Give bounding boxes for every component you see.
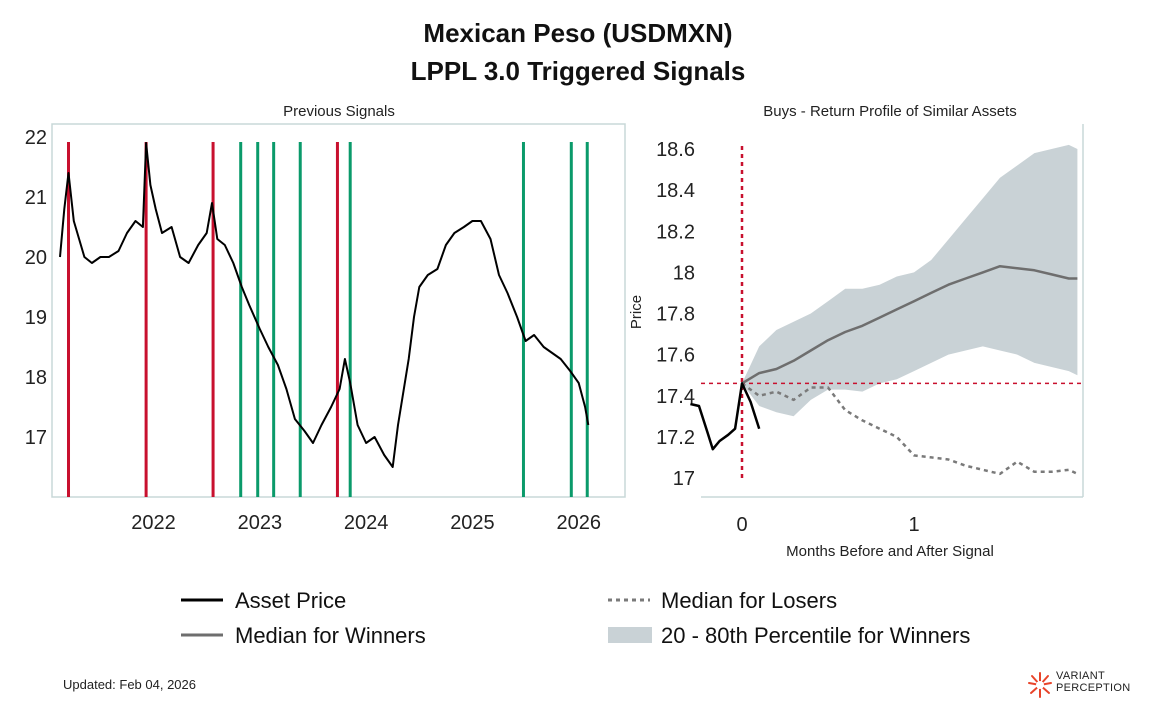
legend: Asset Price Median for Losers Median for… [181, 588, 970, 648]
right-x-axis-label: Months Before and After Signal [786, 543, 994, 560]
left-x-tick-label: 2022 [131, 512, 176, 534]
right-y-axis-label: Price [628, 295, 645, 329]
right-x-tick-label: 1 [908, 514, 919, 536]
right-series [690, 264, 1078, 476]
legend-label-band: 20 - 80th Percentile for Winners [661, 623, 970, 648]
left-y-tick-label: 22 [25, 127, 47, 149]
left-y-axis: 17 18 19 20 21 22 [25, 127, 47, 449]
median-losers-line [741, 382, 1078, 476]
left-y-tick-label: 17 [25, 427, 47, 449]
chart-title-line2: LPPL 3.0 Triggered Signals [410, 56, 746, 86]
left-signal-lines [67, 142, 589, 497]
legend-label-asset-price: Asset Price [235, 588, 346, 613]
legend-label-winners: Median for Winners [235, 623, 426, 648]
legend-label-losers: Median for Losers [661, 588, 837, 613]
updated-date: Updated: Feb 04, 2026 [63, 677, 196, 692]
left-x-tick-label: 2025 [450, 512, 495, 534]
right-y-tick-label: 17.8 [656, 304, 695, 326]
brand-line1: VARIANT [1056, 670, 1105, 682]
asset-price-line [690, 382, 761, 451]
right-y-tick-label: 17.6 [656, 345, 695, 367]
chart-title-line1: Mexican Peso (USDMXN) [423, 18, 733, 48]
right-percentile-band [742, 144, 1078, 417]
right-y-tick-label: 17 [673, 468, 695, 490]
left-x-tick-label: 2023 [238, 512, 283, 534]
left-y-tick-label: 21 [25, 187, 47, 209]
left-y-tick-label: 18 [25, 367, 47, 389]
left-x-axis: 2022 2023 2024 2025 2026 [131, 512, 601, 534]
asset-price-line [59, 142, 590, 468]
brand-burst-icon [1028, 672, 1052, 698]
left-x-tick-label: 2024 [344, 512, 389, 534]
right-y-tick-label: 18.2 [656, 221, 695, 243]
right-y-tick-label: 18.6 [656, 139, 695, 161]
left-price-series [59, 142, 590, 468]
right-y-tick-label: 18.4 [656, 180, 695, 202]
left-x-tick-label: 2026 [556, 512, 601, 534]
right-panel-title: Buys - Return Profile of Similar Assets [763, 103, 1016, 120]
right-y-tick-label: 18 [673, 262, 695, 284]
left-panel-title: Previous Signals [283, 103, 395, 120]
right-y-tick-label: 17.2 [656, 427, 695, 449]
brand-logo: VARIANT PERCEPTION [1026, 668, 1146, 702]
legend-swatch-band [608, 627, 652, 643]
winners-percentile-band [742, 144, 1078, 417]
left-y-tick-label: 19 [25, 307, 47, 329]
right-y-tick-label: 17.4 [656, 386, 695, 408]
brand-line2: PERCEPTION [1056, 682, 1131, 694]
left-y-tick-label: 20 [25, 247, 47, 269]
right-y-axis: 17 17.2 17.4 17.6 17.8 18 18.2 18.4 18.6 [656, 139, 695, 490]
right-x-tick-label: 0 [736, 514, 747, 536]
median-winners-line [741, 264, 1078, 385]
right-panel: Buys - Return Profile of Similar Assets … [628, 103, 1084, 560]
